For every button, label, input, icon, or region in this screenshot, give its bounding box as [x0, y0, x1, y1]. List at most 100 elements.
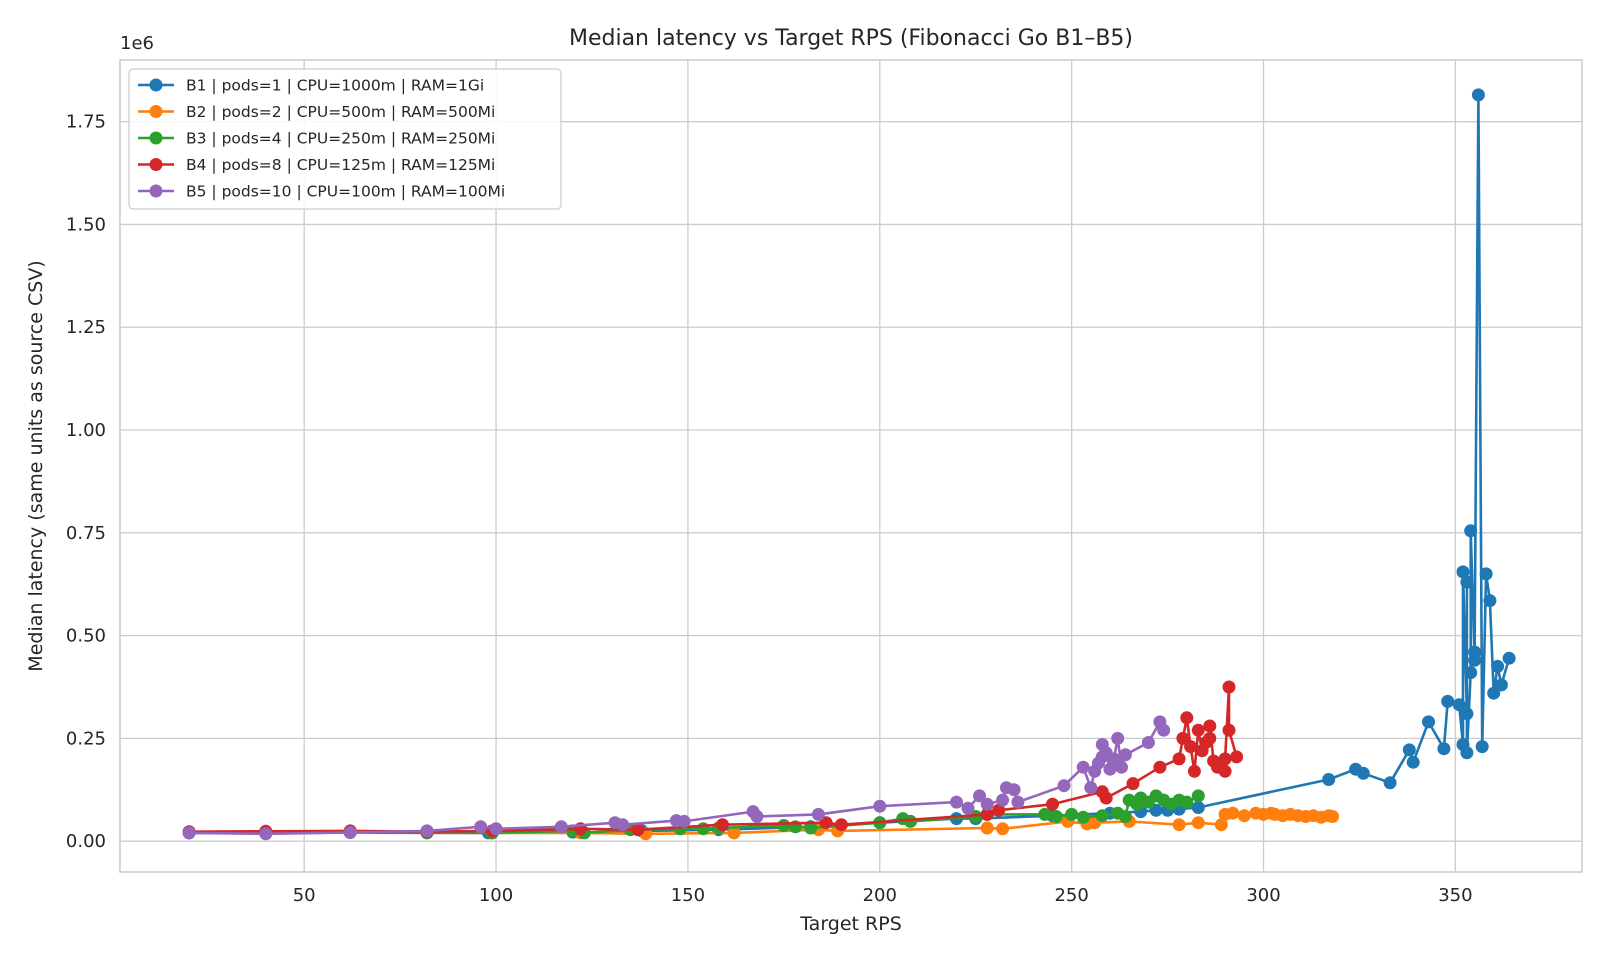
- data-point: [1176, 731, 1190, 745]
- y-axis-offset-label: 1e6: [120, 33, 154, 54]
- data-point: [1464, 524, 1478, 538]
- data-point: [1038, 807, 1052, 821]
- data-point: [1222, 723, 1236, 737]
- data-point: [1203, 731, 1217, 745]
- data-point: [1095, 809, 1109, 823]
- y-tick-label: 1.00: [66, 420, 106, 441]
- x-tick-label: 250: [1054, 885, 1088, 906]
- chart-title: Median latency vs Target RPS (Fibonacci …: [569, 26, 1133, 51]
- data-point: [1237, 809, 1251, 823]
- data-point: [1076, 760, 1090, 774]
- x-axis-title: Target RPS: [799, 913, 902, 935]
- data-point: [1065, 807, 1079, 821]
- legend-marker: [149, 158, 163, 171]
- data-point: [1406, 755, 1420, 769]
- data-point: [1141, 736, 1155, 749]
- data-point: [1214, 818, 1228, 832]
- data-point: [1326, 810, 1340, 823]
- legend-box: [128, 68, 562, 210]
- data-point: [1099, 791, 1113, 805]
- legend-label: B5 | pods=10 | CPU=100m | RAM=100Mi: [186, 183, 505, 201]
- y-tick-label: 1.50: [66, 214, 106, 235]
- data-point: [1456, 565, 1470, 579]
- data-point: [1441, 694, 1455, 708]
- data-point: [1011, 795, 1025, 809]
- data-point: [631, 823, 645, 837]
- data-point: [1487, 686, 1501, 700]
- data-point: [1494, 678, 1508, 692]
- legend-label: B2 | pods=2 | CPU=500m | RAM=500Mi: [186, 103, 495, 121]
- x-tick-label: 150: [671, 885, 705, 906]
- data-point: [474, 820, 488, 834]
- data-point: [1191, 789, 1205, 803]
- data-point: [1172, 752, 1186, 766]
- data-point: [1115, 760, 1128, 774]
- data-point: [904, 814, 917, 828]
- data-point: [1103, 762, 1117, 776]
- data-point: [1452, 698, 1466, 712]
- data-point: [420, 824, 434, 838]
- x-tick-label: 100: [479, 885, 513, 906]
- x-tick-label: 200: [863, 885, 897, 906]
- data-point: [1049, 810, 1063, 823]
- data-point: [1218, 764, 1232, 778]
- data-point: [1218, 752, 1232, 766]
- data-point: [1468, 645, 1482, 659]
- y-tick-label: 0.75: [66, 523, 106, 544]
- legend-marker: [149, 105, 163, 118]
- data-point: [1356, 766, 1370, 780]
- legend-item: B2 | pods=2 | CPU=500m | RAM=500Mi: [138, 103, 495, 121]
- data-point: [1191, 816, 1205, 830]
- data-point: [980, 821, 994, 835]
- data-point: [1191, 723, 1205, 737]
- data-point: [1464, 666, 1478, 680]
- x-tick-label: 50: [293, 885, 316, 906]
- y-axis-ticks: 0.00 0.25 0.50 0.75 1.00 1.25 1.50 1.75: [66, 112, 106, 852]
- data-point: [1157, 723, 1171, 737]
- series-b5: [182, 715, 1171, 841]
- data-point: [961, 801, 975, 815]
- data-point: [1107, 752, 1121, 766]
- data-point: [819, 816, 833, 830]
- y-tick-label: 0.00: [66, 831, 106, 852]
- data-point: [1057, 779, 1071, 793]
- legend-item: B4 | pods=8 | CPU=125m | RAM=125Mi: [138, 156, 495, 174]
- y-tick-label: 1.25: [66, 317, 106, 338]
- data-point: [750, 810, 764, 823]
- data-point: [1230, 750, 1244, 764]
- legend-marker: [149, 131, 163, 145]
- legend: B1 | pods=1 | CPU=1000m | RAM=1Gi B2 | po…: [128, 68, 562, 210]
- data-point: [1437, 742, 1451, 756]
- data-point: [1172, 818, 1186, 832]
- data-point: [1203, 719, 1217, 733]
- series-layer: [182, 88, 1516, 841]
- data-point: [980, 807, 994, 821]
- data-point: [1460, 746, 1474, 760]
- data-point: [1471, 88, 1485, 102]
- data-point: [1479, 567, 1493, 581]
- plot-frame: [119, 59, 1583, 873]
- data-point: [1007, 783, 1021, 797]
- data-point: [1483, 594, 1497, 608]
- series-line: [189, 685, 1238, 833]
- data-point: [727, 826, 741, 840]
- data-point: [677, 814, 691, 828]
- data-point: [1502, 651, 1516, 665]
- data-point: [1460, 575, 1474, 589]
- data-point: [1475, 740, 1489, 754]
- x-axis-ticks: 50 100 150 200 250 300 350: [293, 885, 1473, 906]
- data-point: [489, 822, 503, 836]
- legend-item: B1 | pods=1 | CPU=1000m | RAM=1Gi: [138, 77, 484, 95]
- data-point: [1460, 707, 1474, 721]
- data-point: [804, 821, 818, 835]
- data-point: [1226, 806, 1240, 820]
- data-point: [1322, 773, 1336, 786]
- data-point: [996, 793, 1010, 807]
- legend-label: B3 | pods=4 | CPU=250m | RAM=250Mi: [186, 130, 495, 148]
- data-point: [973, 789, 986, 803]
- data-point: [980, 797, 994, 811]
- data-point: [1180, 711, 1194, 725]
- legend-marker: [149, 78, 163, 92]
- data-point: [950, 795, 963, 809]
